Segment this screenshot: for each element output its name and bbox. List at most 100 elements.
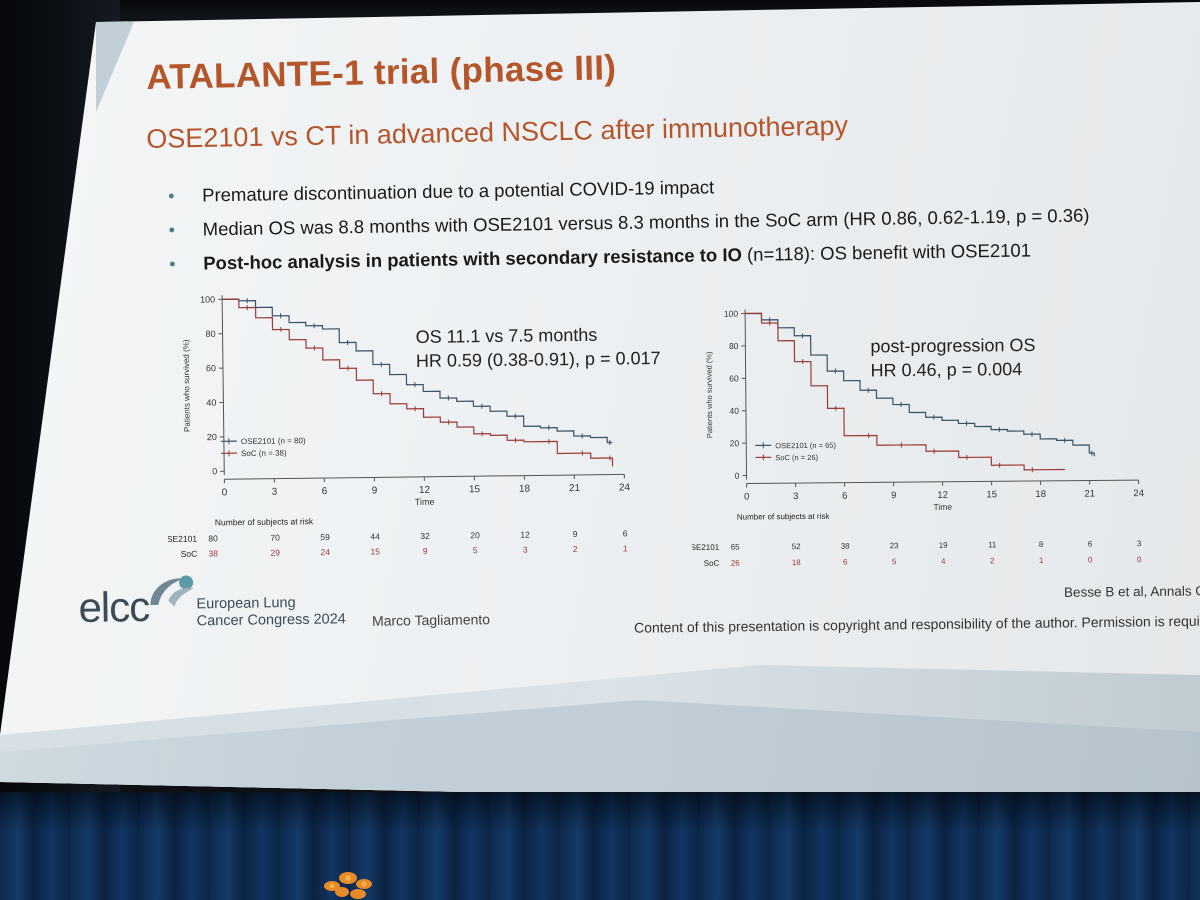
km-curve-ose2101 <box>222 298 613 444</box>
km-plot-left: 0 20 40 60 80 100 0 3 6 9 12 15 18 21 24 Time Patients w… <box>160 282 669 578</box>
risk-value: 52 <box>792 542 802 551</box>
risk-value: 5 <box>892 557 897 566</box>
x-tick-label: 3 <box>793 491 798 502</box>
risk-value: 70 <box>270 533 280 543</box>
bullet-dot-icon: • <box>168 185 175 206</box>
risk-row-label: OSE2101 <box>165 534 197 544</box>
bullet-dot-icon: • <box>168 219 176 240</box>
citation: Besse B et al, Annals Onco <box>1063 583 1200 600</box>
slide-corner-decoration <box>96 22 134 112</box>
x-tick-label: 24 <box>1133 488 1144 499</box>
x-tick-label: 15 <box>469 484 481 495</box>
y-tick-label: 0 <box>735 471 740 481</box>
risk-value: 26 <box>731 559 741 568</box>
risk-value: 1 <box>1039 556 1044 565</box>
risk-value: 6 <box>623 528 628 538</box>
x-tick-label: 9 <box>372 485 378 496</box>
risk-value: 38 <box>208 548 218 558</box>
congress-name: European Lung Cancer Congress 2024 <box>196 594 346 630</box>
plot-annotation-line-2: HR 0.59 (0.38-0.91), p = 0.017 <box>416 348 661 371</box>
risk-row-label: OSE2101 <box>690 543 720 552</box>
risk-value: 8 <box>1039 540 1044 549</box>
congress-line-2: Cancer Congress 2024 <box>196 611 346 630</box>
y-tick-label: 40 <box>206 398 216 408</box>
y-tick-label: 20 <box>730 438 740 448</box>
risk-value: 24 <box>320 547 330 557</box>
elcc-branding: elcc European Lung Cancer Congress 2024 <box>78 568 359 642</box>
x-tick-label: 18 <box>519 484 531 495</box>
elcc-logo-icon <box>150 575 195 607</box>
y-tick-label: 20 <box>207 432 217 442</box>
y-axis-title: Patients who survived (%) <box>182 339 192 432</box>
risk-value: 11 <box>988 540 997 549</box>
risk-value: 32 <box>420 531 430 541</box>
risk-value: 2 <box>990 556 995 565</box>
risk-value: 9 <box>423 546 428 556</box>
risk-row-label: SoC <box>181 549 198 559</box>
x-tick-label: 3 <box>272 487 278 498</box>
risk-value: 12 <box>520 530 530 540</box>
bullet-dot-icon: • <box>169 253 176 274</box>
y-tick-label: 60 <box>729 373 739 383</box>
x-tick-label: 9 <box>891 490 896 501</box>
presenter-name: Marco Tagliamento <box>371 611 491 629</box>
x-axis-title: Time <box>415 497 435 507</box>
risk-value: 18 <box>792 558 802 567</box>
risk-value: 19 <box>939 541 949 550</box>
risk-value: 3 <box>523 545 528 555</box>
congress-line-1: European Lung <box>196 594 296 613</box>
y-axis-line <box>221 295 225 476</box>
risk-value: 29 <box>270 548 280 558</box>
risk-value: 5 <box>473 545 478 555</box>
legend-label: SoC (n = 26) <box>775 453 818 462</box>
y-tick-label: 80 <box>729 341 739 351</box>
y-tick-label: 60 <box>206 363 216 373</box>
flower-arrangement-icon <box>324 872 372 899</box>
x-tick-label: 0 <box>222 487 228 498</box>
risk-value: 0 <box>1088 555 1093 564</box>
risk-value: 20 <box>470 530 480 540</box>
y-tick-label: 40 <box>729 406 739 416</box>
plot-annotation-line-2: HR 0.46, p = 0.004 <box>871 359 1023 380</box>
x-axis-title: Time <box>933 502 952 512</box>
x-tick-label: 15 <box>986 489 997 500</box>
km-curve-soc <box>745 312 1065 471</box>
km-plot-right: 0 20 40 60 80 100 0 3 6 9 12 15 18 21 24 Time Patients w… <box>684 298 1162 582</box>
risk-value: 0 <box>1137 555 1142 564</box>
y-tick-label: 100 <box>724 309 739 319</box>
risk-value: 59 <box>320 532 330 542</box>
risk-value: 1 <box>623 543 628 553</box>
km-curve-ose2101 <box>745 312 1095 457</box>
y-tick-label: 80 <box>205 329 215 339</box>
risk-table-title: Number of subjects at risk <box>215 516 314 527</box>
risk-value: 9 <box>573 529 578 539</box>
legend-label: SoC (n = 38) <box>241 449 287 459</box>
risk-row-label: SoC <box>704 559 720 568</box>
x-tick-label: 6 <box>322 486 328 497</box>
legend-label: OSE2101 (n = 65) <box>775 441 836 451</box>
y-axis-title: Patients who survived (%) <box>704 351 714 438</box>
plot-annotation-line-1: post-progression OS <box>870 335 1035 356</box>
risk-value: 6 <box>843 558 848 567</box>
y-tick-label: 100 <box>200 294 215 304</box>
y-axis-line <box>744 309 748 480</box>
risk-table-title: Number of subjects at risk <box>737 512 831 522</box>
risk-value: 4 <box>941 557 946 566</box>
plot-annotation-line-1: OS 11.1 vs 7.5 months <box>415 325 597 347</box>
x-tick-label: 6 <box>842 491 847 502</box>
x-tick-label: 18 <box>1035 489 1046 500</box>
elcc-logo-text: elcc <box>78 583 150 631</box>
x-tick-label: 21 <box>1084 488 1095 499</box>
x-tick-label: 12 <box>937 490 948 501</box>
bullet-list: • Premature discontinuation due to a pot… <box>168 169 1200 287</box>
x-tick-label: 21 <box>569 483 581 494</box>
x-tick-label: 0 <box>744 491 749 502</box>
risk-value: 80 <box>208 533 218 543</box>
x-tick-label: 12 <box>419 485 431 496</box>
risk-value: 6 <box>1088 539 1093 548</box>
legend-label: OSE2101 (n = 80) <box>241 436 306 446</box>
risk-value: 44 <box>370 531 380 541</box>
